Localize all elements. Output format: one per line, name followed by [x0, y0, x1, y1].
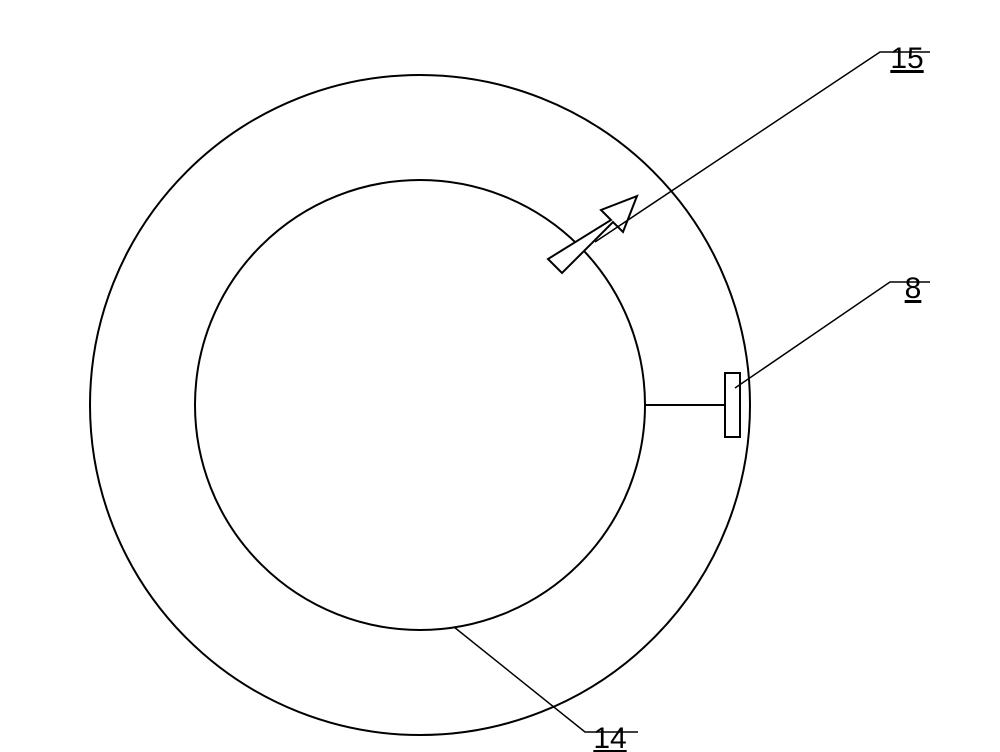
label-15: 15	[890, 42, 923, 75]
leader-14	[454, 627, 638, 732]
label-14: 14	[593, 722, 626, 752]
label-8: 8	[905, 272, 922, 305]
t-shape-cap	[725, 373, 740, 437]
leader-8	[735, 282, 930, 388]
leader-15	[595, 52, 930, 242]
